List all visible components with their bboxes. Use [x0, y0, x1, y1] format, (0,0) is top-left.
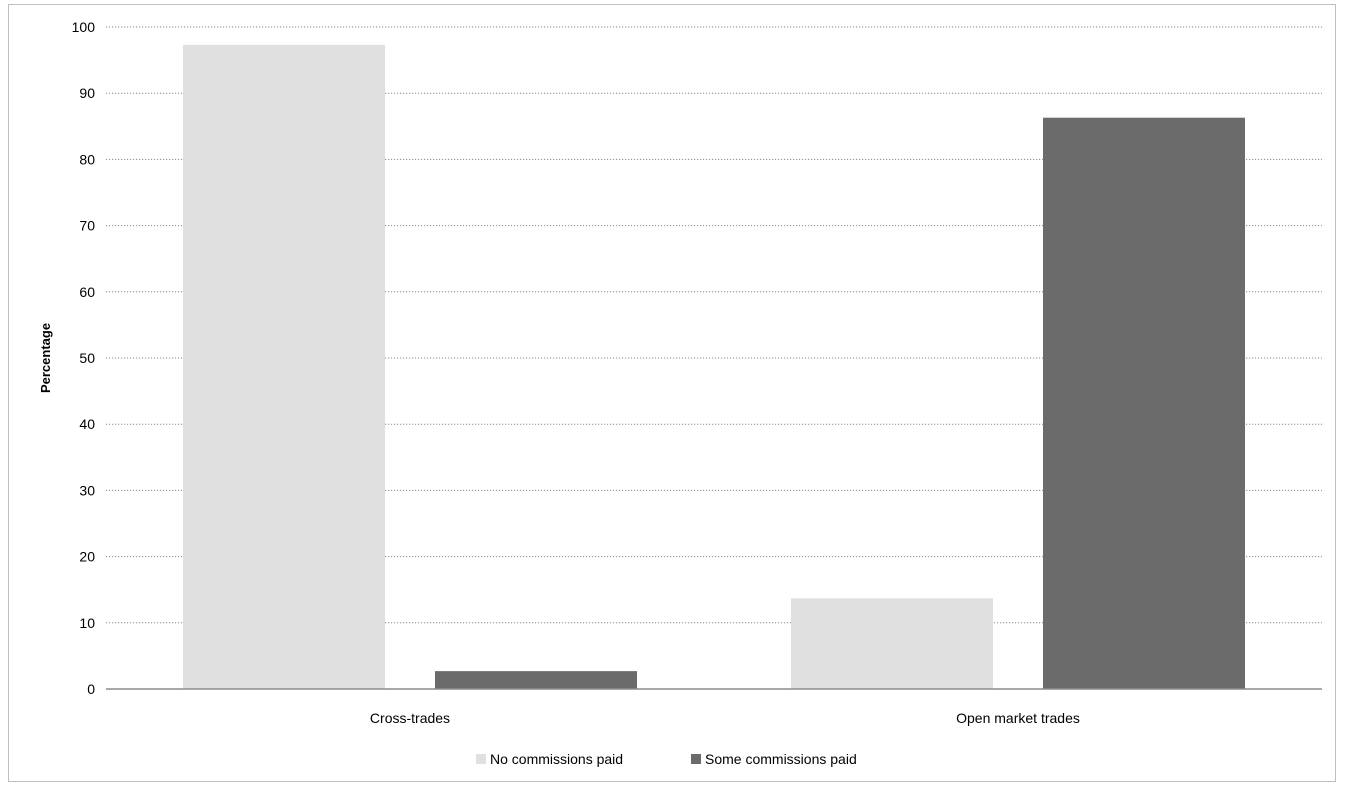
y-tick-label: 30: [79, 482, 95, 498]
y-tick-label: 60: [79, 284, 95, 300]
legend-label: No commissions paid: [490, 751, 623, 767]
chart-frame: 0 10 20 30 40 50 60 70 80 90 100 Cross-trades Open …: [8, 4, 1336, 782]
bar: [183, 44, 385, 689]
y-tick-labels: 0 10 20 30 40 50 60 70 80 90 100: [72, 19, 96, 697]
bar-chart: 0 10 20 30 40 50 60 70 80 90 100 Cross-trades Open …: [38, 19, 1322, 767]
y-tick-label: 20: [79, 549, 95, 565]
legend-swatch: [691, 754, 701, 764]
y-tick-label: 40: [79, 416, 95, 432]
bar: [435, 671, 637, 689]
bars: [183, 44, 1245, 690]
legend-label: Some commissions paid: [705, 751, 857, 767]
bar: [791, 598, 993, 689]
legend-swatch: [476, 754, 486, 764]
x-category-label: Open market trades: [956, 710, 1080, 726]
y-tick-label: 50: [79, 350, 95, 366]
y-tick-label: 0: [87, 681, 95, 697]
bar: [1043, 117, 1245, 690]
y-tick-label: 70: [79, 218, 95, 234]
y-axis-title: Percentage: [38, 323, 53, 393]
y-tick-label: 90: [79, 85, 95, 101]
x-category-label: Cross-trades: [370, 710, 450, 726]
y-tick-label: 100: [72, 19, 96, 35]
y-tick-label: 10: [79, 615, 95, 631]
legend: No commissions paid Some commissions paid: [476, 751, 857, 767]
y-tick-label: 80: [79, 151, 95, 167]
x-category-labels: Cross-trades Open market trades: [370, 710, 1080, 726]
